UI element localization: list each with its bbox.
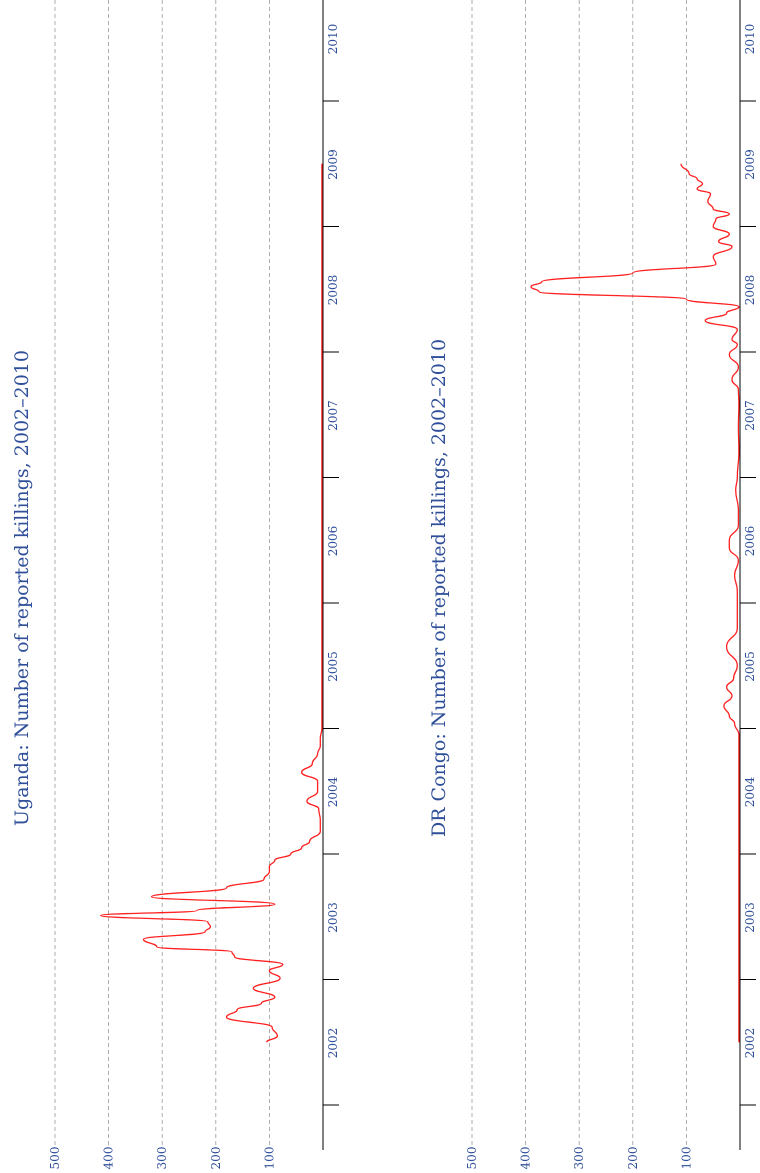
drcongo-chart-panel: DR Congo: Number of reported killings, 2… bbox=[428, 0, 757, 1169]
uganda-chart-panel: Uganda: Number of reported killings, 200… bbox=[11, 0, 340, 1169]
drcongo-series-line bbox=[530, 163, 740, 1043]
drcongo-value-tick-label: 500 bbox=[465, 1147, 479, 1170]
uganda-year-label-2010: 2010 bbox=[326, 24, 340, 55]
uganda-value-tick-label: 400 bbox=[102, 1147, 116, 1170]
drcongo-value-tick-label: 200 bbox=[626, 1147, 640, 1170]
uganda-year-label-2009: 2009 bbox=[326, 149, 340, 180]
uganda-year-label-2005: 2005 bbox=[326, 651, 340, 682]
drcongo-chart-title: DR Congo: Number of reported killings, 2… bbox=[428, 339, 450, 837]
drcongo-year-label-2006: 2006 bbox=[743, 526, 757, 557]
drcongo-year-label-2002: 2002 bbox=[743, 1028, 757, 1059]
uganda-year-label-2006: 2006 bbox=[326, 526, 340, 557]
uganda-year-label-2004: 2004 bbox=[326, 776, 340, 807]
uganda-value-tick-label: 100 bbox=[262, 1147, 276, 1170]
drcongo-year-label-2004: 2004 bbox=[743, 776, 757, 807]
uganda-year-label-2008: 2008 bbox=[326, 275, 340, 306]
drcongo-year-label-2009: 2009 bbox=[743, 149, 757, 180]
drcongo-year-label-2008: 2008 bbox=[743, 275, 757, 306]
drcongo-year-label-2007: 2007 bbox=[743, 400, 757, 431]
drcongo-year-label-2005: 2005 bbox=[743, 651, 757, 682]
uganda-year-label-2003: 2003 bbox=[326, 902, 340, 933]
drcongo-year-label-2010: 2010 bbox=[743, 24, 757, 55]
uganda-year-label-2007: 2007 bbox=[326, 400, 340, 431]
uganda-series-line bbox=[99, 163, 323, 1043]
uganda-year-label-2002: 2002 bbox=[326, 1028, 340, 1059]
drcongo-year-label-2003: 2003 bbox=[743, 902, 757, 933]
drcongo-value-tick-label: 400 bbox=[519, 1147, 533, 1170]
uganda-chart-title: Uganda: Number of reported killings, 200… bbox=[11, 350, 33, 826]
drcongo-value-tick-label: 100 bbox=[679, 1147, 693, 1170]
uganda-value-tick-label: 500 bbox=[48, 1147, 62, 1170]
drcongo-value-tick-label: 300 bbox=[572, 1147, 586, 1170]
uganda-value-tick-label: 300 bbox=[155, 1147, 169, 1170]
uganda-value-tick-label: 200 bbox=[209, 1147, 223, 1170]
